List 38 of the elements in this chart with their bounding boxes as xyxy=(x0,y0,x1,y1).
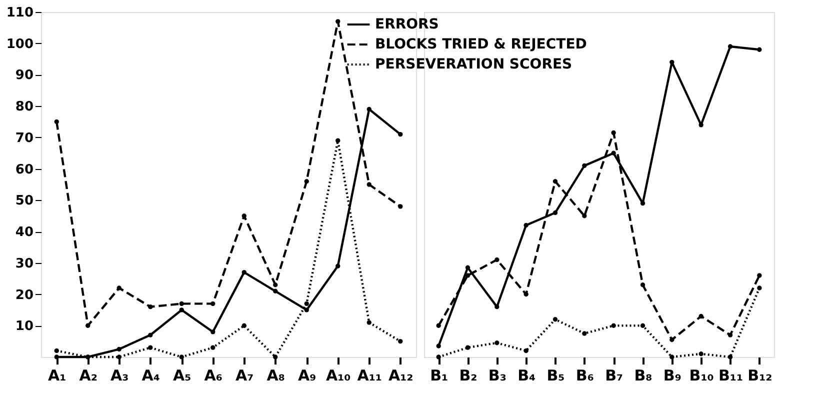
y-tick-label: 10 xyxy=(15,319,34,334)
y-tick-label: 80 xyxy=(15,100,34,115)
x-tick-label: B₁ xyxy=(430,366,448,384)
x-tick-label: B₇ xyxy=(605,366,624,384)
x-tick-label: A₁₀ xyxy=(326,366,351,384)
x-tick-label: A₈ xyxy=(266,366,285,384)
x-tick-label: A₅ xyxy=(173,366,192,384)
x-tick-label: B₁₂ xyxy=(748,366,772,384)
x-tick-label: B₈ xyxy=(634,366,652,384)
x-tick-label: A₂ xyxy=(79,366,98,384)
y-tick-label: 110 xyxy=(6,6,34,20)
x-tick-label: B₁₀ xyxy=(689,366,714,384)
x-tick-label: A₉ xyxy=(298,366,316,384)
x-tick-label: A₇ xyxy=(236,366,254,384)
x-tick-label: A₄ xyxy=(142,366,160,384)
x-tick-label: A₁₁ xyxy=(357,366,382,384)
x-tick-label: A₁₂ xyxy=(388,366,414,384)
x-tick-label: B₃ xyxy=(488,366,506,384)
x-tick-label: B₁₁ xyxy=(718,366,744,384)
y-tick-label: 60 xyxy=(15,162,34,178)
x-tick-label: B₆ xyxy=(576,366,594,384)
legend-label: ERRORS xyxy=(375,16,439,32)
y-tick-label: 20 xyxy=(15,288,34,303)
y-tick-label: 50 xyxy=(15,194,34,209)
x-tick-label: B₂ xyxy=(459,366,478,384)
x-tick-label: B₄ xyxy=(518,366,536,384)
x-tick-label: A₆ xyxy=(204,366,222,384)
x-tick-label: A₃ xyxy=(110,366,129,384)
x-tick-label: B₉ xyxy=(663,366,682,384)
x-tick-label: A₁ xyxy=(48,366,66,384)
y-tick-label: 70 xyxy=(15,130,34,146)
legend-label: PERSEVERATION SCORES xyxy=(375,56,572,72)
x-tick-label: B₅ xyxy=(546,366,565,384)
y-tick-label: 100 xyxy=(6,36,34,52)
legend-label: BLOCKS TRIED & REJECTED xyxy=(375,36,587,52)
y-tick-label: 30 xyxy=(15,256,34,272)
y-tick-label: 90 xyxy=(15,68,34,84)
y-tick-label: 40 xyxy=(15,225,34,240)
